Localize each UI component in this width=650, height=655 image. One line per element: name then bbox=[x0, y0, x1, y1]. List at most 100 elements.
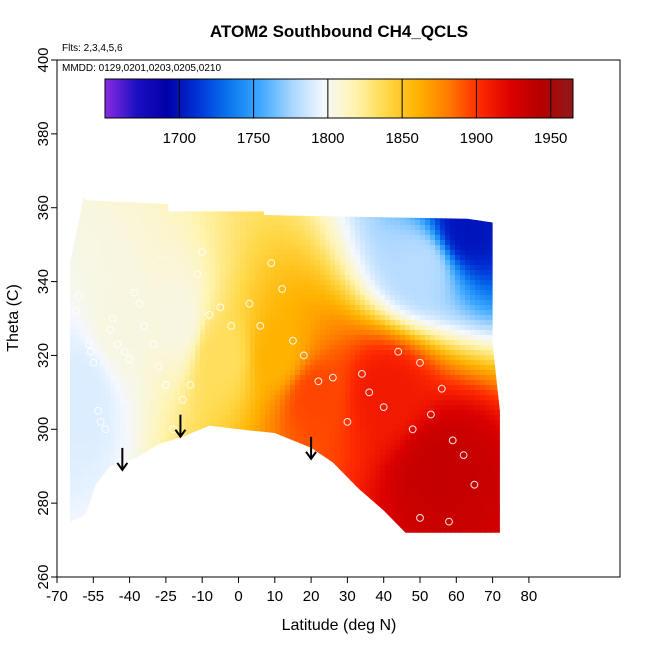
field-cell bbox=[250, 475, 256, 481]
field-cell bbox=[165, 435, 171, 441]
field-cell bbox=[355, 245, 361, 251]
field-cell bbox=[265, 430, 271, 436]
field-cell bbox=[380, 415, 386, 421]
field-cell bbox=[160, 480, 166, 486]
field-cell bbox=[425, 225, 431, 231]
field-cell bbox=[255, 300, 261, 306]
field-cell bbox=[165, 230, 171, 236]
field-cell bbox=[335, 210, 341, 216]
field-cell bbox=[170, 290, 176, 296]
field-cell bbox=[340, 420, 346, 426]
field-cell bbox=[320, 196, 326, 201]
field-cell bbox=[235, 200, 241, 206]
field-cell bbox=[190, 210, 196, 216]
field-cell bbox=[295, 365, 301, 371]
field-cell bbox=[80, 480, 86, 486]
field-cell bbox=[210, 200, 216, 206]
field-cell bbox=[275, 515, 281, 521]
field-cell bbox=[80, 196, 86, 201]
field-cell bbox=[385, 330, 391, 336]
field-cell bbox=[310, 205, 316, 211]
field-cell bbox=[100, 380, 106, 386]
field-cell bbox=[385, 490, 391, 496]
field-cell bbox=[70, 375, 76, 381]
field-cell bbox=[105, 395, 111, 401]
field-cell bbox=[250, 530, 256, 533]
field-cell bbox=[85, 480, 91, 486]
field-cell bbox=[85, 220, 91, 226]
field-cell bbox=[355, 315, 361, 321]
field-cell bbox=[315, 200, 321, 206]
field-cell bbox=[380, 505, 386, 511]
field-cell bbox=[95, 395, 101, 401]
field-cell bbox=[85, 325, 91, 331]
field-cell bbox=[385, 500, 391, 506]
field-cell bbox=[195, 415, 201, 421]
field-cell bbox=[235, 250, 241, 256]
field-cell bbox=[320, 415, 326, 421]
field-cell bbox=[260, 470, 266, 476]
field-cell bbox=[315, 510, 321, 516]
field-cell bbox=[405, 245, 411, 251]
field-cell bbox=[385, 530, 391, 533]
field-cell bbox=[230, 440, 236, 446]
field-cell bbox=[415, 275, 421, 281]
field-cell bbox=[195, 400, 201, 406]
field-cell bbox=[340, 355, 346, 361]
field-cell bbox=[210, 245, 216, 251]
field-cell bbox=[235, 345, 241, 351]
field-cell bbox=[105, 360, 111, 366]
field-cell bbox=[200, 495, 206, 501]
field-cell bbox=[155, 410, 161, 416]
field-cell bbox=[180, 495, 186, 501]
field-cell bbox=[355, 435, 361, 441]
field-cell bbox=[90, 240, 96, 246]
field-cell bbox=[120, 535, 126, 541]
field-cell bbox=[395, 380, 401, 386]
field-cell bbox=[100, 330, 106, 336]
field-cell bbox=[300, 385, 306, 391]
field-cell bbox=[165, 200, 171, 206]
field-cell bbox=[400, 480, 406, 486]
field-cell bbox=[265, 280, 271, 286]
field-cell bbox=[390, 210, 396, 216]
field-cell bbox=[120, 330, 126, 336]
field-cell bbox=[170, 285, 176, 291]
field-cell bbox=[105, 440, 111, 446]
field-cell bbox=[390, 515, 396, 521]
field-cell bbox=[160, 505, 166, 511]
field-cell bbox=[275, 225, 281, 231]
field-cell bbox=[325, 415, 331, 421]
field-cell bbox=[260, 225, 266, 231]
field-cell bbox=[280, 515, 286, 521]
field-cell bbox=[240, 420, 246, 426]
field-cell bbox=[395, 235, 401, 241]
field-cell bbox=[415, 415, 421, 421]
field-cell bbox=[260, 350, 266, 356]
field-cell bbox=[295, 450, 301, 456]
field-cell bbox=[145, 355, 151, 361]
field-cell bbox=[195, 470, 201, 476]
field-cell bbox=[270, 430, 276, 436]
field-cell bbox=[100, 450, 106, 456]
field-cell bbox=[85, 435, 91, 441]
field-cell bbox=[200, 220, 206, 226]
field-cell bbox=[70, 460, 76, 466]
field-cell bbox=[195, 220, 201, 226]
field-cell bbox=[285, 465, 291, 471]
field-cell bbox=[345, 255, 351, 261]
field-cell bbox=[215, 235, 221, 241]
field-cell bbox=[80, 245, 86, 251]
field-cell bbox=[125, 530, 131, 533]
field-cell bbox=[415, 470, 421, 476]
field-cell bbox=[280, 250, 286, 256]
field-cell bbox=[205, 395, 211, 401]
field-cell bbox=[170, 460, 176, 466]
field-cell bbox=[215, 320, 221, 326]
field-cell bbox=[380, 325, 386, 331]
field-cell bbox=[105, 505, 111, 511]
field-cell bbox=[215, 295, 221, 301]
field-cell bbox=[120, 420, 126, 426]
field-cell bbox=[225, 260, 231, 266]
field-cell bbox=[245, 435, 251, 441]
